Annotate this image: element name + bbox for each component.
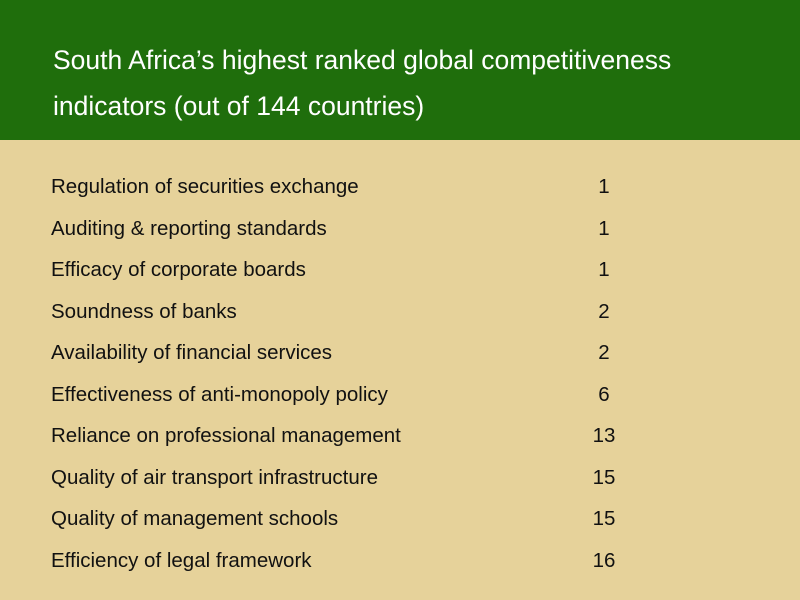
indicator-label: Availability of financial services: [51, 341, 333, 364]
indicator-rank: 16: [592, 548, 616, 572]
indicator-rank: 2: [598, 341, 610, 364]
indicator-row: Reliance on professional management 13: [0, 415, 800, 457]
indicator-list: Regulation of securities exchange 1 Audi…: [0, 166, 800, 581]
indicator-row: Regulation of securities exchange 1: [0, 166, 800, 208]
indicator-row: Quality of air transport infrastructure …: [0, 457, 800, 499]
indicator-row: Quality of management schools 15: [0, 498, 800, 540]
indicator-rank: 15: [592, 507, 616, 530]
indicator-row: Effectiveness of anti-monopoly policy 6: [0, 374, 800, 416]
title-banner: South Africa’s highest ranked global com…: [0, 0, 800, 140]
indicator-rank: 2: [598, 299, 610, 323]
indicator-row: Efficiency of legal framework 16: [0, 540, 800, 582]
indicator-label: Reliance on professional management: [51, 424, 401, 447]
indicator-rank: 13: [592, 424, 616, 447]
indicator-row: Soundness of banks 2: [0, 291, 800, 333]
indicator-label: Regulation of securities exchange: [51, 175, 359, 198]
indicator-label: Efficiency of legal framework: [51, 548, 312, 572]
indicator-rank: 1: [598, 258, 610, 281]
indicator-label: Effectiveness of anti-monopoly policy: [51, 382, 388, 406]
indicator-label: Efficacy of corporate boards: [51, 258, 306, 281]
slide-title: South Africa’s highest ranked global com…: [53, 45, 672, 121]
indicator-rank: 1: [598, 216, 610, 240]
indicator-label: Quality of air transport infrastructure: [51, 465, 378, 489]
indicator-rank: 1: [598, 175, 610, 198]
indicator-label: Soundness of banks: [51, 299, 237, 323]
indicator-label: Auditing & reporting standards: [51, 216, 327, 240]
indicator-row: Efficacy of corporate boards 1: [0, 249, 800, 291]
indicator-rank: 6: [598, 382, 610, 406]
indicator-row: Availability of financial services 2: [0, 332, 800, 374]
indicator-rank: 15: [592, 465, 616, 489]
indicator-label: Quality of management schools: [51, 507, 339, 530]
indicator-row: Auditing & reporting standards 1: [0, 208, 800, 250]
